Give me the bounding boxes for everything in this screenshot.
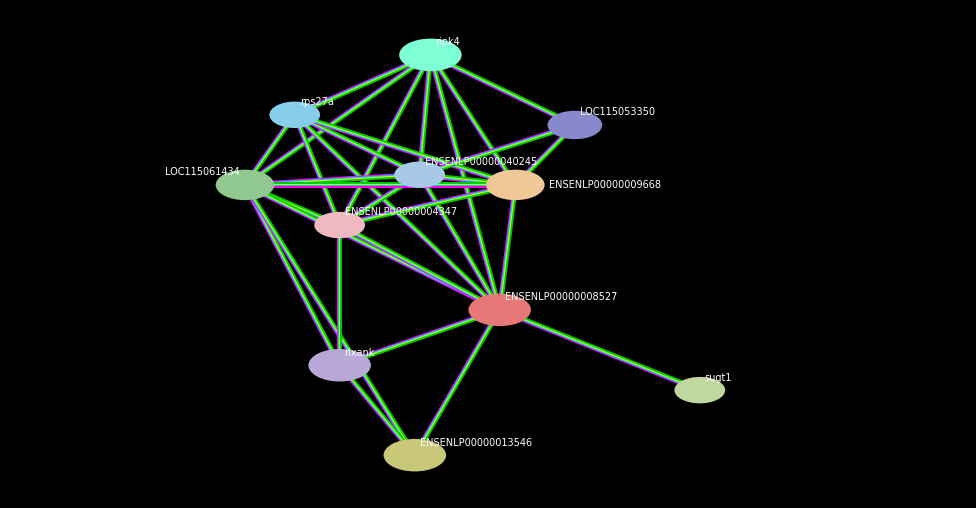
Text: ENSENLP00000013546: ENSENLP00000013546 <box>420 437 532 448</box>
Circle shape <box>486 170 545 200</box>
Text: ENSENLP00000008527: ENSENLP00000008527 <box>505 292 617 302</box>
Circle shape <box>216 170 274 200</box>
Circle shape <box>269 102 320 128</box>
Text: LOC115061434: LOC115061434 <box>165 167 240 177</box>
Circle shape <box>384 439 446 471</box>
Text: sugt1: sugt1 <box>705 372 732 383</box>
Circle shape <box>314 212 365 238</box>
Circle shape <box>308 349 371 382</box>
Text: LOC115053350: LOC115053350 <box>580 107 655 117</box>
Text: ENSENLP00000009668: ENSENLP00000009668 <box>549 180 662 190</box>
Circle shape <box>674 377 725 403</box>
Circle shape <box>394 162 445 188</box>
Text: ripk4: ripk4 <box>435 37 460 47</box>
Text: rps27a: rps27a <box>300 97 334 107</box>
Circle shape <box>399 39 462 71</box>
Circle shape <box>548 111 602 139</box>
Text: ENSENLP00000004347: ENSENLP00000004347 <box>345 207 457 217</box>
Text: ENSENLP00000040245: ENSENLP00000040245 <box>425 157 537 167</box>
Text: rlxank: rlxank <box>345 347 375 358</box>
Circle shape <box>468 294 531 326</box>
